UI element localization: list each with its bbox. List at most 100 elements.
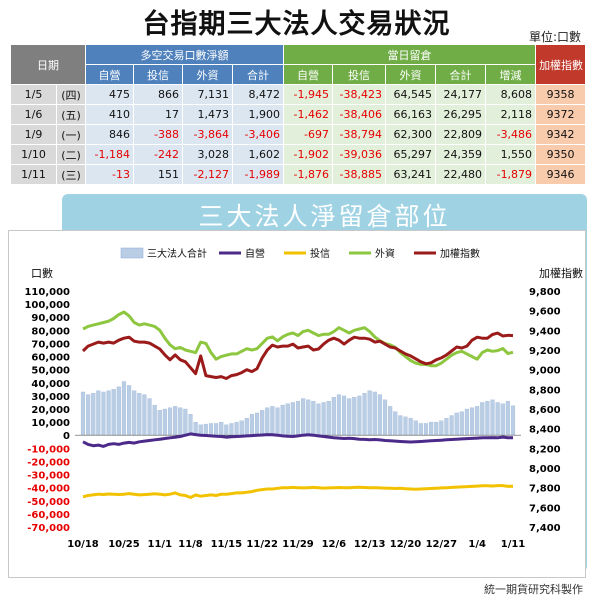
bar-total [285, 403, 290, 436]
trading-table: 日期 多空交易口數淨額 當日留倉 加權指數 自營 投信 外資 合計 自營 投信 … [10, 44, 587, 185]
y2-tick-label: 7,800 [529, 484, 561, 495]
oi-cell: 8,608 [484, 84, 537, 105]
bar-total [362, 393, 367, 436]
bar-total [224, 424, 229, 436]
futures-cell: -1,989 [232, 164, 284, 185]
bar-total [132, 390, 137, 436]
oi-cell: 24,177 [435, 84, 486, 105]
bar-total [86, 394, 91, 436]
date-cell: 1/11 [10, 164, 57, 185]
bar-total [408, 418, 413, 436]
y-tick-label: -40,000 [27, 484, 70, 495]
col-header: 增減 [484, 64, 537, 85]
futures-cell: -388 [133, 124, 183, 145]
bar-total [475, 406, 480, 436]
y-tick-label: 110,000 [24, 287, 70, 298]
bar-total [382, 399, 388, 436]
bar-total [167, 407, 173, 436]
oi-cell: 63,241 [385, 164, 436, 185]
y-axis-title: 口數 [31, 267, 53, 280]
oi-cell: 22,809 [435, 124, 486, 145]
bar-total [106, 390, 111, 436]
bar-total [101, 391, 106, 436]
bar-total [239, 420, 244, 436]
oi-cell: 62,300 [385, 124, 436, 145]
y2-tick-label: 8,000 [529, 464, 561, 475]
y2-tick-label: 9,400 [529, 326, 561, 337]
bar-total [439, 420, 444, 436]
bar-total [510, 405, 516, 436]
bar-total [490, 399, 495, 436]
bar-total [208, 423, 214, 436]
y-tick-label: 10,000 [31, 418, 70, 429]
bar-total [505, 400, 510, 436]
col-header: 外資 [182, 64, 233, 85]
weekday-cell: (四) [56, 84, 86, 105]
date-cell: 1/5 [10, 84, 57, 105]
chart-title: 三大法人淨留倉部位 [198, 202, 451, 231]
y-tick-label: 70,000 [31, 339, 70, 350]
bar-total [254, 412, 260, 436]
bar-total [321, 402, 326, 436]
index-cell: 9372 [535, 104, 587, 125]
bar-total [357, 395, 362, 436]
x-tick-label: 12/6 [322, 539, 347, 550]
y2-tick-label: 9,200 [529, 346, 561, 357]
bar-total [188, 414, 193, 436]
bar-total [162, 408, 167, 436]
futures-cell: 475 [85, 84, 134, 105]
footer-credit: 統一期貨研究科製作 [484, 583, 583, 596]
x-tick-label: 11/22 [246, 539, 278, 550]
oi-cell: 24,359 [435, 144, 486, 165]
y-tick-label: 50,000 [31, 366, 70, 377]
bar-total [480, 402, 485, 436]
x-tick-label: 11/8 [178, 539, 203, 550]
col-header: 自營 [85, 64, 134, 85]
futures-cell: 3,028 [182, 144, 233, 165]
bar-total [388, 406, 393, 436]
bar-total [429, 421, 434, 436]
bar-total [301, 398, 306, 436]
bar-total [157, 410, 162, 436]
y2-tick-label: 9,800 [529, 287, 561, 298]
oi-cell: 65,297 [385, 144, 436, 165]
futures-cell: 17 [133, 104, 183, 125]
y-tick-label: 30,000 [31, 392, 70, 403]
futures-cell: 866 [133, 84, 183, 105]
futures-cell: -242 [133, 144, 183, 165]
bar-total [403, 416, 408, 436]
bar-total [229, 423, 234, 436]
x-tick-label: 11/29 [282, 539, 314, 550]
y-tick-label: -70,000 [27, 523, 70, 534]
bar-total [495, 402, 500, 436]
y-tick-label: 80,000 [31, 326, 70, 337]
oi-cell: -38,406 [332, 104, 386, 125]
bar-total [347, 398, 352, 436]
bar-total [331, 397, 336, 436]
bar-total [413, 420, 418, 436]
y-tick-label: -50,000 [27, 497, 70, 508]
bar-total [290, 402, 295, 436]
table-row: 1/10 (二) -1,184 -242 3,028 1,602 -1,902 -39,036… [10, 144, 587, 165]
futures-cell: 846 [85, 124, 134, 145]
bar-total [485, 400, 490, 436]
y-tick-label: -20,000 [27, 457, 70, 468]
oi-cell: -39,036 [332, 144, 386, 165]
futures-cell: -3,406 [232, 124, 284, 145]
index-cell: 9350 [535, 144, 587, 165]
futures-cell: -13 [85, 164, 134, 185]
bar-total [275, 407, 280, 436]
bar-total [219, 421, 224, 436]
weekday-cell: (二) [56, 144, 86, 165]
legend-label: 加權指數 [440, 247, 480, 260]
index-cell: 9358 [535, 84, 587, 105]
bar-total [121, 381, 127, 436]
y2-tick-label: 7,600 [529, 503, 561, 514]
line-trust [82, 484, 514, 499]
y2-tick-label: 8,600 [529, 405, 561, 416]
bar-total [434, 421, 439, 436]
y2-tick-label: 7,400 [529, 523, 561, 534]
bar-total [173, 406, 178, 436]
chart-panel: 三大法人合計 自營 投信 外資 加權指數 口數 加權指數 110,000 100,000 90,0… [8, 230, 586, 578]
